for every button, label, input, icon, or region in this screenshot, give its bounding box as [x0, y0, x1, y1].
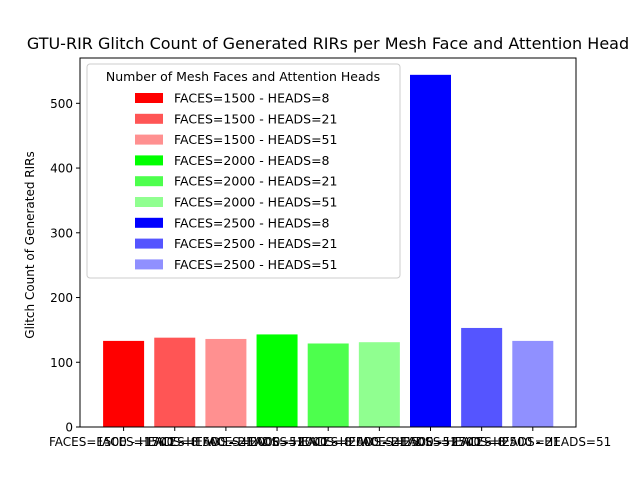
legend-label: FACES=2500 - HEADS=21	[174, 236, 337, 251]
bar	[410, 74, 451, 428]
x-tick-label: FACES=2500 - HEADS=51	[454, 435, 611, 449]
y-tick-label: 400	[50, 162, 73, 176]
bars-group	[103, 74, 554, 428]
x-tick-label: FACES=2500 - HEADS=21	[403, 435, 560, 449]
legend-label: FACES=2000 - HEADS=21	[174, 174, 337, 189]
y-tick-label: 200	[50, 291, 73, 305]
chart-title: GTU-RIR Glitch Count of Generated RIRs p…	[27, 34, 629, 53]
y-tick-label: 300	[50, 226, 73, 240]
y-tick-label: 500	[50, 97, 73, 111]
y-tick-label: 100	[50, 356, 73, 370]
legend-swatch	[135, 238, 163, 249]
legend-label: FACES=2000 - HEADS=8	[174, 153, 330, 168]
legend-title: Number of Mesh Faces and Attention Heads	[106, 69, 380, 84]
legend-label: FACES=1500 - HEADS=51	[174, 132, 337, 147]
legend-swatch	[135, 134, 163, 145]
legend: Number of Mesh Faces and Attention Heads…	[86, 63, 401, 279]
legend-label: FACES=1500 - HEADS=21	[174, 111, 337, 126]
legend-label: FACES=1500 - HEADS=8	[174, 91, 330, 106]
y-axis-label: Glitch Count of Generated RIRs	[23, 151, 37, 338]
x-tick-label: FACES=2000 - HEADS=8	[202, 435, 351, 449]
legend-label: FACES=2500 - HEADS=8	[174, 215, 330, 230]
legend-swatch	[135, 217, 163, 228]
legend-label: FACES=2500 - HEADS=51	[174, 257, 337, 272]
bar	[512, 340, 554, 427]
bar	[307, 343, 349, 427]
plot-frame	[79, 57, 577, 428]
legend-swatch	[135, 259, 163, 270]
x-tick-label: FACES=2500 - HEADS=8	[356, 435, 505, 449]
x-tick-label: FACES=1500 - HEADS=21	[96, 435, 253, 449]
y-ticks-group: 0 100 200 300 400 500	[50, 97, 80, 435]
bar	[205, 338, 247, 427]
legend-items: FACES=1500 - HEADS=8 FACES=1500 - HEADS=2…	[135, 91, 337, 272]
bar	[358, 342, 400, 427]
bar	[154, 337, 196, 427]
bar	[103, 340, 145, 427]
legend-label: FACES=2000 - HEADS=51	[174, 195, 337, 210]
legend-swatch	[135, 197, 163, 207]
legend-swatch	[135, 93, 163, 103]
x-tick-label: FACES=1500 - HEADS=8	[49, 435, 198, 449]
bar	[256, 334, 298, 427]
x-tick-label: FACES=2000 - HEADS=21	[250, 435, 407, 449]
bar	[461, 327, 503, 427]
legend-swatch	[135, 155, 163, 166]
x-tick-label: FACES=1500 - HEADS=51	[147, 435, 304, 449]
x-tick-label: FACES=2000 - HEADS=51	[301, 435, 458, 449]
y-tick-label: 0	[65, 421, 73, 435]
legend-box	[86, 63, 401, 279]
legend-swatch	[135, 176, 163, 187]
legend-swatch	[135, 113, 163, 124]
